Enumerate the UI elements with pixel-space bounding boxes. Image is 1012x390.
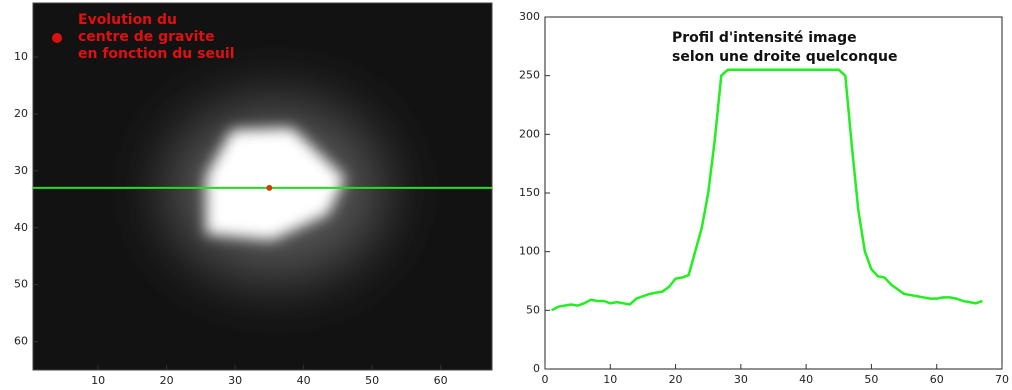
y-tick-label: 200 (519, 127, 540, 140)
legend-dot (52, 33, 62, 43)
annotation: Profil d'intensité image (672, 30, 857, 46)
x-tick-label: 40 (297, 374, 311, 387)
line-series (550, 68, 983, 312)
annotation: Evolution du (78, 12, 177, 28)
x-tick-label: 20 (160, 374, 174, 387)
y-tick-label: 0 (533, 362, 540, 375)
y-tick-label: 60 (14, 335, 28, 348)
image-blob (206, 128, 345, 240)
y-tick-label: 40 (14, 221, 28, 234)
x-tick-label: 70 (995, 373, 1009, 386)
centroid (266, 184, 273, 191)
y-tick-label: 250 (519, 69, 540, 82)
x-tick-label: 60 (434, 374, 448, 387)
annotation: selon une droite quelconque (672, 49, 897, 65)
y-tick-label: 150 (519, 186, 540, 199)
y-tick-label: 50 (14, 278, 28, 291)
y-tick-label: 50 (526, 303, 540, 316)
x-tick-label: 50 (864, 373, 878, 386)
x-tick-label: 30 (734, 373, 748, 386)
y-tick-label: 30 (14, 164, 28, 177)
image-frame (32, 2, 493, 371)
x-tick-label: 40 (799, 373, 813, 386)
x-tick-label: 30 (228, 374, 242, 387)
x-tick-label: 50 (365, 374, 379, 387)
annotation: en fonction du seuil (78, 46, 235, 62)
x-tick-label: 0 (542, 373, 549, 386)
y-tick-label: 20 (14, 107, 28, 120)
y-tick-label: 10 (14, 50, 28, 63)
y-tick-label: 300 (519, 10, 540, 23)
y-tick-label: 100 (519, 245, 540, 258)
x-tick-label: 10 (91, 374, 105, 387)
annotation: centre de gravite (78, 29, 215, 45)
x-tick-label: 20 (669, 373, 683, 386)
x-tick-label: 60 (930, 373, 944, 386)
x-tick-label: 10 (603, 373, 617, 386)
